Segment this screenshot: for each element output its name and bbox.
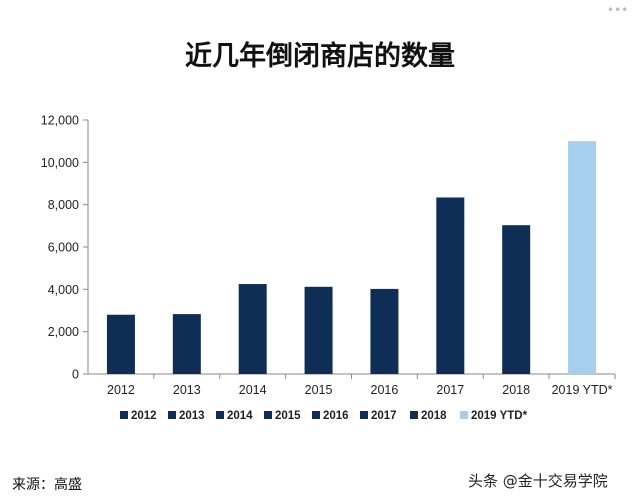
y-tick-label: 10,000 [41,156,79,170]
legend-swatch [216,411,224,419]
y-tick-label: 2,000 [48,325,79,339]
legend-swatch [120,411,128,419]
legend-label: 2016 [323,410,349,422]
watermark: 头条 @金十交易学院 [468,472,608,490]
legend-label: 2017 [371,410,397,422]
legend-swatch [460,411,468,419]
legend-swatch [312,411,320,419]
legend-swatch [410,411,418,419]
bar [568,141,597,374]
bar [502,225,531,374]
legend-swatch [264,411,272,419]
legend-label: 2014 [227,410,253,422]
more-icon[interactable]: ••• [607,3,629,17]
bar [304,286,333,374]
source-note: 来源：高盛 [12,477,82,493]
bar [436,197,465,374]
bar [370,288,399,374]
y-tick-label: 8,000 [48,198,79,212]
bar [172,314,201,374]
y-tick-label: 0 [72,368,79,382]
bar [238,284,267,374]
x-tick-label: 2014 [239,383,267,397]
x-tick-label: 2018 [502,383,530,397]
bar-chart: 0 2,000 4,000 6,000 8,000 10,000 12,000 2012 201… [41,114,616,422]
legend-label: 2012 [131,410,157,422]
legend-label: 2018 [421,410,447,422]
legend-label: 2019 YTD* [471,410,528,422]
x-tick-label: 2013 [173,383,201,397]
y-tick-label: 4,000 [48,283,79,297]
legend-swatch [360,411,368,419]
legend-label: 2015 [275,410,301,422]
y-tick-label: 6,000 [48,241,79,255]
bar [106,314,135,374]
x-tick-label: 2012 [107,383,135,397]
x-tick-label: 2015 [305,383,333,397]
x-tick-label: 2019 YTD* [552,383,613,397]
legend-label: 2013 [179,410,205,422]
chart-title: 近几年倒闭商店的数量 [185,41,455,72]
x-tick-label: 2016 [371,383,399,397]
x-tick-label: 2017 [436,383,464,397]
legend-swatch [168,411,176,419]
y-tick-label: 12,000 [41,114,79,128]
